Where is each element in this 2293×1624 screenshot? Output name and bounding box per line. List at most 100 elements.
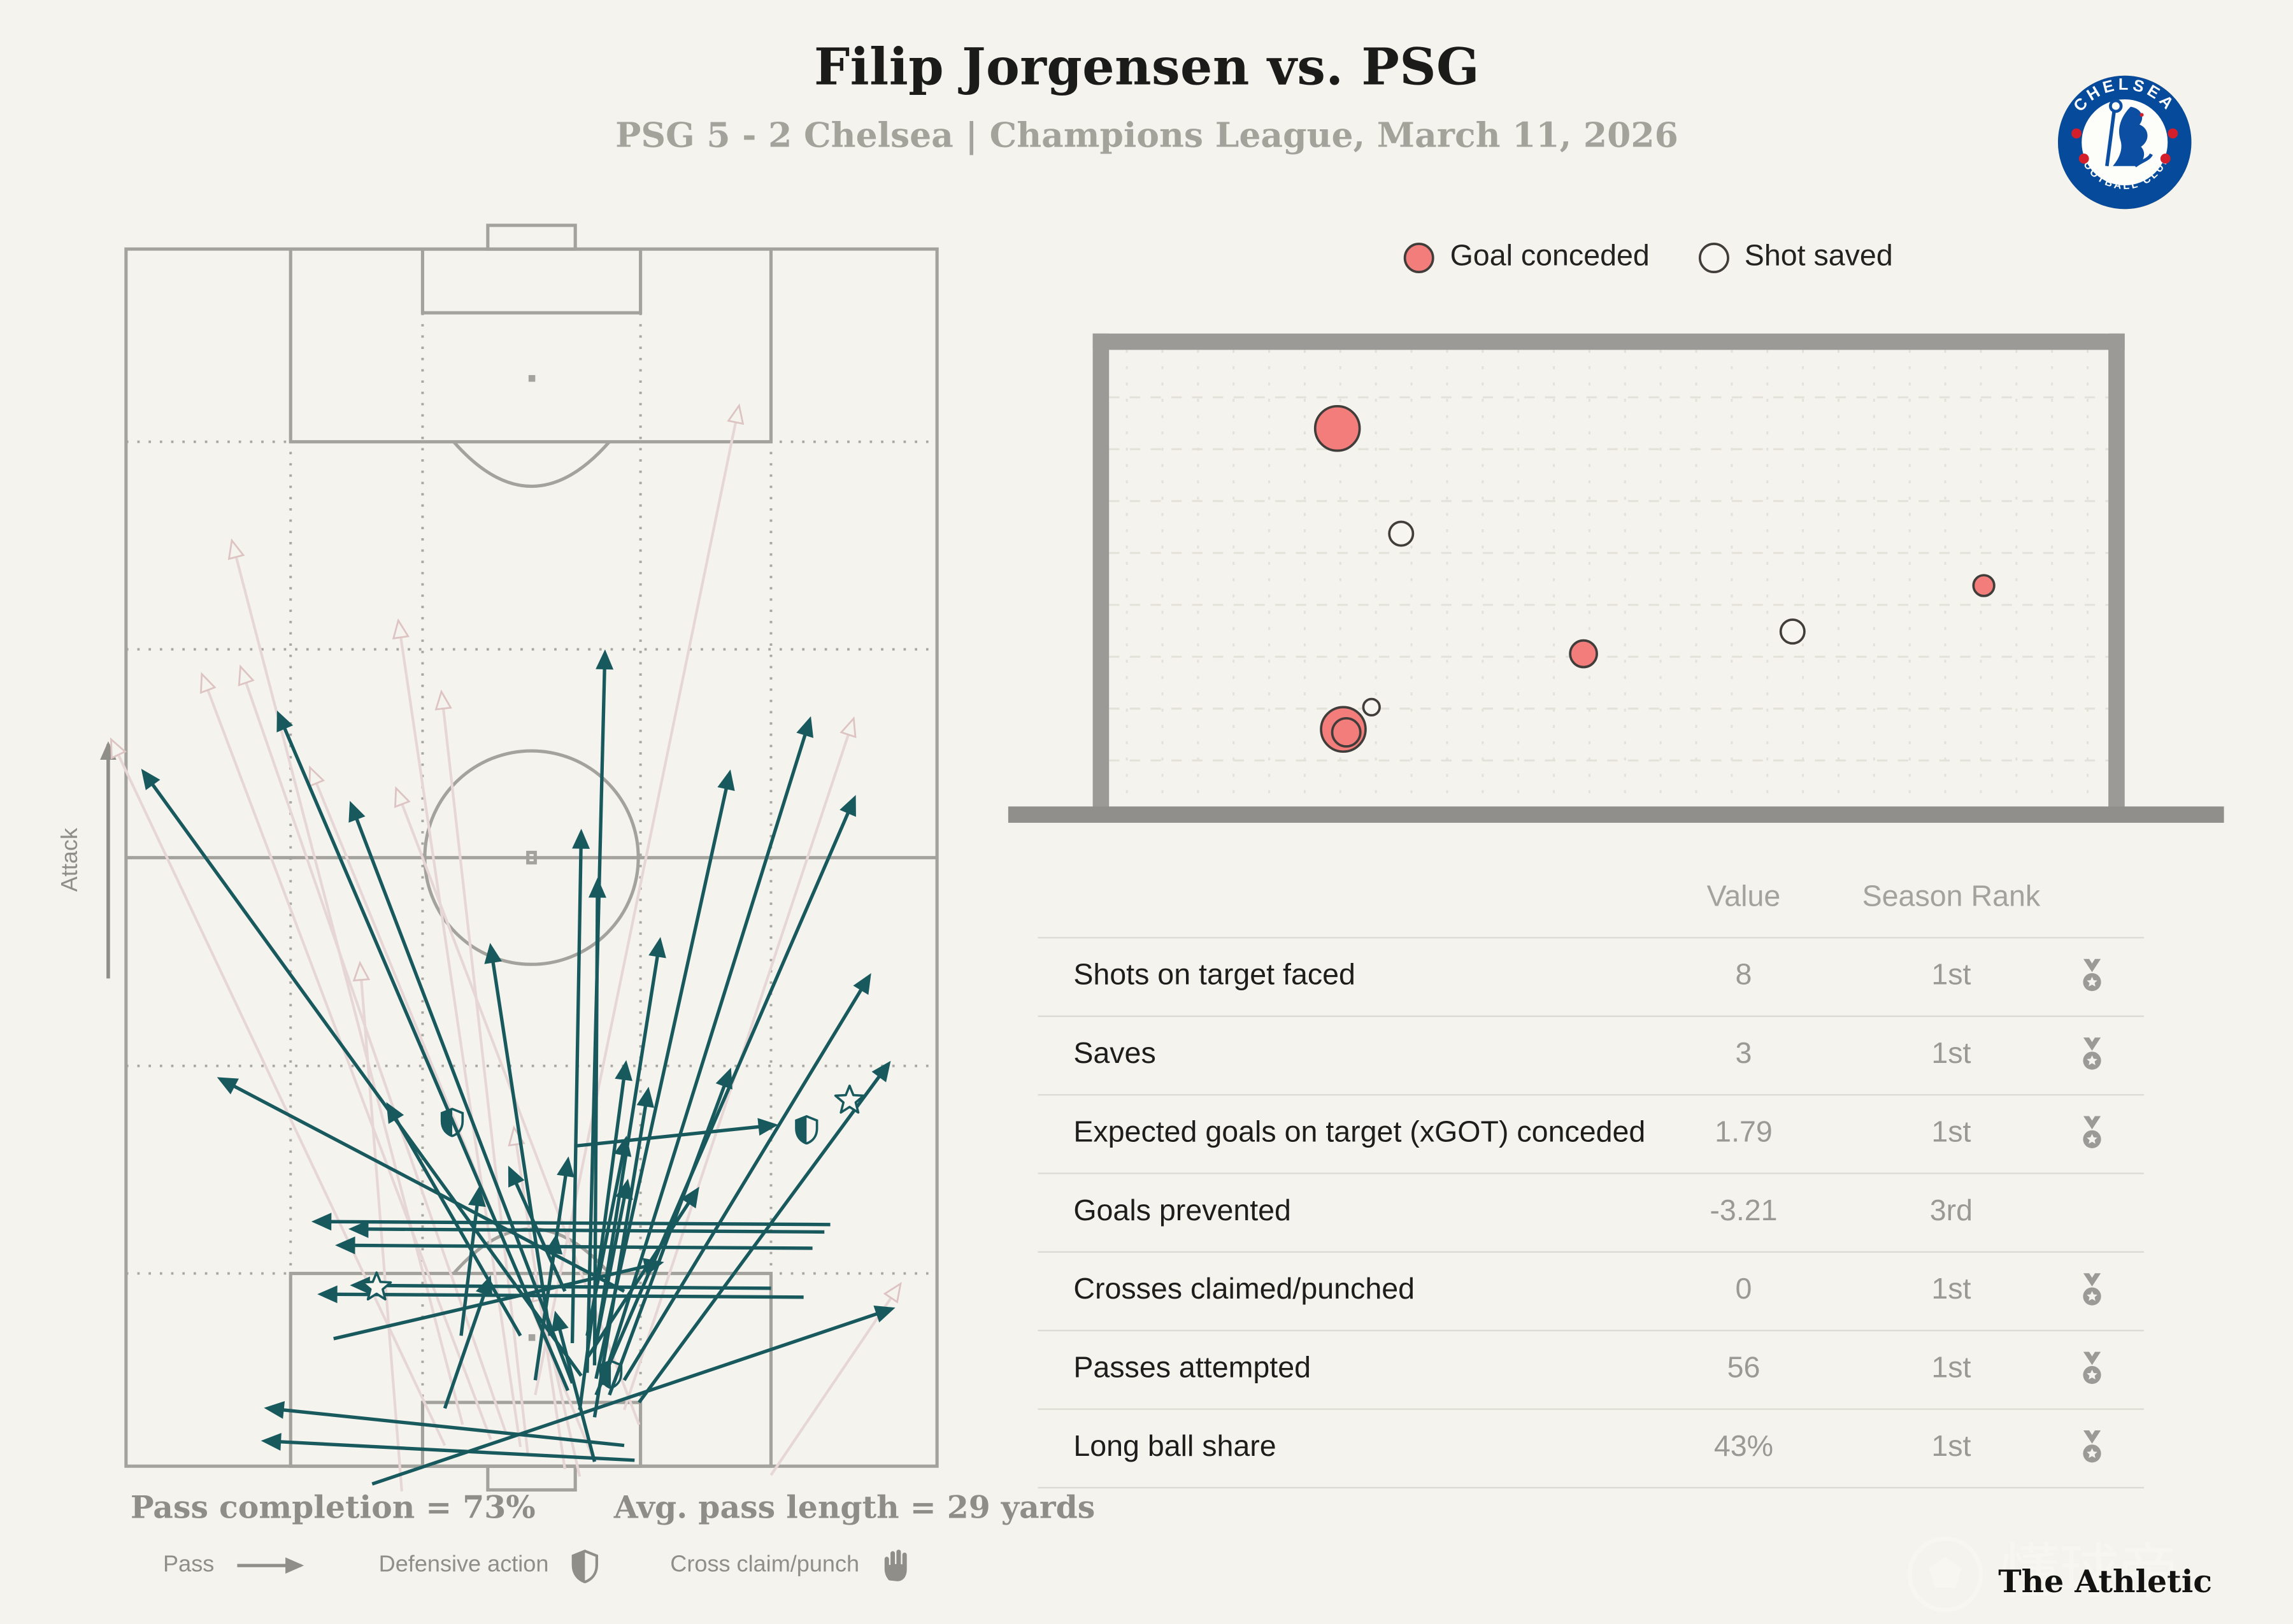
stats-row: Expected goals on target (xGOT) conceded…	[1038, 1093, 2144, 1172]
shot-saved-marker	[1779, 618, 1806, 645]
goal-conceded-marker	[1972, 574, 1996, 597]
stat-value: 56	[1727, 1351, 1761, 1385]
stats-table-header: Value Season Rank	[1038, 881, 2144, 937]
completed-pass-arrow	[622, 973, 871, 1381]
medal-icon	[2076, 1272, 2120, 1312]
chelsea-club-badge-icon: CHELSEA FOOTBALL CLUB	[2057, 75, 2192, 210]
shield-icon	[795, 1115, 818, 1145]
completed-pass-arrow	[371, 1306, 896, 1486]
completed-pass-arrow	[484, 943, 552, 1336]
star-icon	[834, 1085, 865, 1114]
medal-icon	[2076, 1036, 2120, 1076]
goal-mouth-plot	[1008, 333, 2224, 823]
completed-pass-arrow	[592, 1178, 633, 1351]
incomplete-pass-arrow	[434, 689, 529, 1455]
completed-pass-arrow	[264, 1401, 625, 1448]
stat-value: -3.21	[1710, 1195, 1778, 1228]
incomplete-pass-arrow	[227, 538, 464, 1425]
save-legend-label: Shot saved	[1744, 240, 1893, 273]
the-athletic-logo: The Athletic	[1998, 1562, 2213, 1600]
value-column-header: Value	[1706, 880, 1781, 913]
rank-column-header: Season Rank	[1862, 880, 2041, 913]
stat-value: 1.79	[1715, 1116, 1773, 1150]
stat-season-rank: 1st	[1931, 1430, 1971, 1464]
shield-icon	[571, 1548, 599, 1583]
page-subtitle: PSG 5 - 2 Chelsea | Champions League, Ma…	[615, 115, 1678, 156]
defensive-action-legend-label: Defensive action	[378, 1552, 549, 1578]
stat-season-rank: 1st	[1931, 1351, 1971, 1385]
completed-pass-arrows	[141, 649, 896, 1486]
completed-pass-arrow	[585, 1136, 632, 1336]
stat-value: 43%	[1713, 1430, 1774, 1464]
save-legend-dot	[1697, 241, 1729, 273]
completed-pass-arrow	[311, 1213, 831, 1231]
goal-conceded-marker	[1313, 404, 1361, 452]
goal-net-grid	[1109, 350, 2109, 807]
incomplete-pass-arrow	[769, 1281, 902, 1476]
medal-icon	[2076, 1115, 2120, 1155]
stat-season-rank: 1st	[1931, 959, 1971, 992]
stat-label: Crosses claimed/punched	[1073, 1273, 1415, 1306]
pass-completion-note: Pass completion = 73%	[130, 1488, 536, 1526]
completed-pass-arrow	[141, 769, 583, 1377]
stat-label: Long ball share	[1073, 1430, 1276, 1464]
completed-pass-arrow	[508, 1165, 567, 1292]
completed-pass-arrow	[585, 1186, 699, 1359]
stat-value: 8	[1735, 959, 1752, 992]
stats-rows: Shots on target faced 8 1st Saves 3 1st Expect…	[1038, 937, 2144, 1489]
stat-season-rank: 1st	[1931, 1116, 1971, 1150]
pitch-markings	[124, 224, 939, 1492]
completed-pass-arrow	[348, 1220, 825, 1238]
avg-pass-length-note: Avg. pass length = 29 yards	[613, 1488, 1096, 1526]
incomplete-pass-arrows	[110, 403, 902, 1492]
completed-pass-arrow	[276, 710, 570, 1392]
attack-direction: Attack	[56, 741, 117, 979]
completed-pass-arrow	[261, 1432, 635, 1462]
incomplete-pass-arrow	[110, 737, 446, 1446]
completed-pass-arrow	[317, 1285, 804, 1304]
stat-label: Shots on target faced	[1073, 959, 1355, 992]
completed-pass-arrow	[541, 1156, 575, 1329]
incomplete-pass-arrow	[238, 664, 507, 1433]
pass-legend-label: Pass	[163, 1552, 215, 1578]
medal-icon	[2076, 1351, 2120, 1391]
pass-arrow-icon	[238, 1557, 305, 1574]
stats-table: Value Season Rank Shots on target faced 8…	[1038, 881, 2144, 1489]
completed-pass-arrow	[443, 1275, 493, 1409]
cross-claim-legend-label: Cross claim/punch	[670, 1552, 860, 1578]
page-title: Filip Jorgensen vs. PSG	[813, 38, 1480, 98]
stats-row: Crosses claimed/punched 0 1st	[1038, 1251, 2144, 1330]
goal-frame	[1008, 333, 2224, 823]
stat-season-rank: 1st	[1931, 1037, 1971, 1071]
completed-pass-arrow	[551, 1311, 597, 1462]
goal-legend-dot	[1403, 241, 1434, 273]
completed-pass-arrow	[600, 716, 814, 1385]
stat-value: 0	[1735, 1273, 1752, 1306]
shield-icon	[440, 1108, 464, 1137]
completed-pass-arrow	[333, 1258, 664, 1341]
legend-cross-claim: Cross claim/punch	[670, 1548, 911, 1583]
completed-pass-arrow	[459, 1186, 486, 1336]
stats-row: Shots on target faced 8 1st	[1038, 937, 2144, 1015]
stat-value: 3	[1735, 1037, 1752, 1071]
stat-label: Expected goals on target (xGOT) conceded	[1073, 1116, 1646, 1150]
hand-icon	[882, 1548, 911, 1583]
legend-defensive-action: Defensive action	[379, 1548, 599, 1583]
stats-row: Passes attempted 56 1st	[1038, 1330, 2144, 1408]
stats-row: Saves 3 1st	[1038, 1015, 2144, 1094]
shot-legend: Goal conceded Shot saved	[1403, 240, 1893, 274]
medal-icon	[2076, 958, 2120, 998]
stat-label: Passes attempted	[1073, 1351, 1311, 1385]
goal-legend-label: Goal conceded	[1450, 240, 1650, 273]
stats-row: Long ball share 43% 1st	[1038, 1408, 2144, 1489]
completed-pass-arrow	[217, 1077, 625, 1293]
shot-saved-marker	[1388, 520, 1415, 547]
incomplete-pass-arrow	[392, 618, 522, 1448]
completed-pass-arrow	[570, 829, 590, 1344]
goal-conceded-marker	[1569, 639, 1598, 669]
stat-season-rank: 1st	[1931, 1273, 1971, 1306]
completed-pass-arrow	[335, 1236, 813, 1255]
legend-pass: Pass	[163, 1552, 308, 1579]
stat-label: Goals prevented	[1073, 1195, 1291, 1228]
